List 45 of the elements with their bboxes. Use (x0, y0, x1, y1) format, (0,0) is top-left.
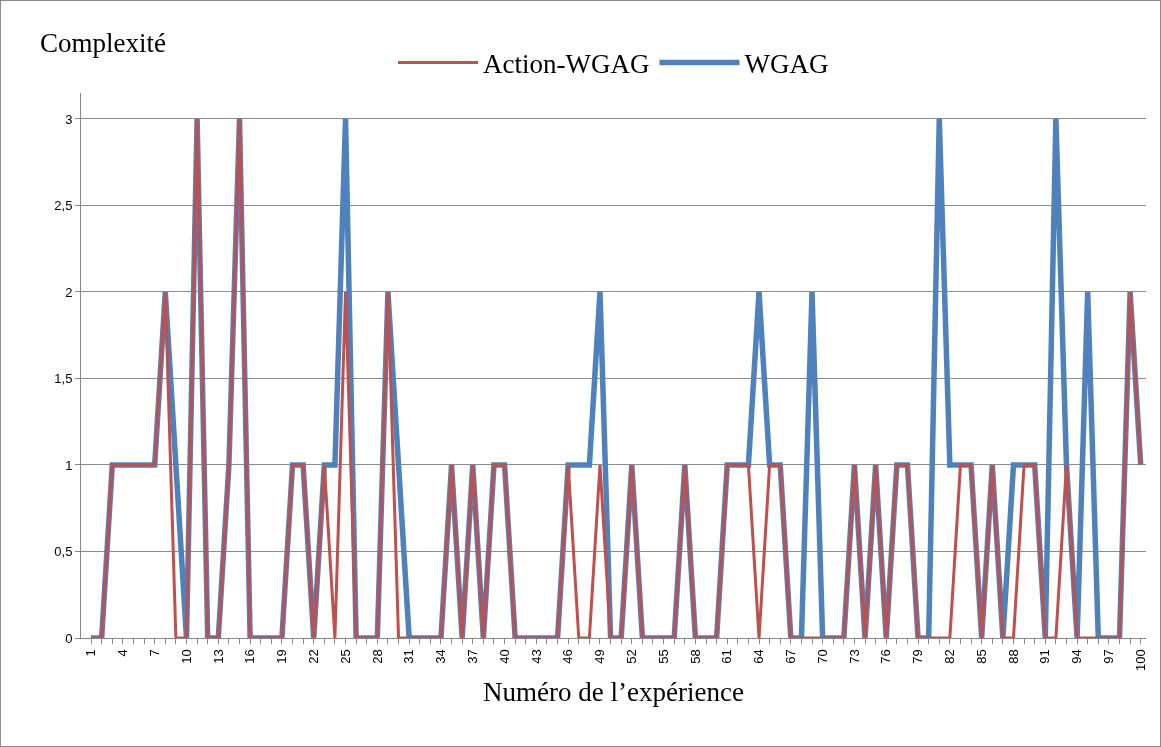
x-tick-label: 76 (878, 649, 894, 664)
x-tick-label: 16 (242, 649, 258, 664)
x-tick-label: 70 (814, 649, 830, 664)
x-tick-label: 7 (146, 649, 162, 657)
x-axis-title: Numéro de l’expérience (483, 677, 744, 708)
x-tick-label: 10 (178, 649, 194, 664)
x-tick-label: 58 (687, 649, 703, 664)
x-tick-label: 79 (910, 649, 926, 664)
x-tick-label: 88 (1005, 649, 1021, 664)
y-tick-label: 2,5 (54, 198, 73, 214)
x-tick-label: 73 (846, 649, 862, 664)
x-tick-label: 34 (433, 649, 449, 664)
y-axis-title: Complexité (40, 28, 166, 58)
x-tick-label: 28 (369, 649, 385, 664)
x-tick-label: 97 (1101, 649, 1117, 664)
y-tick-label: 0 (65, 630, 73, 646)
x-tick-label: 85 (973, 649, 989, 664)
y-tick-label: 3 (65, 111, 73, 127)
x-tick-label: 4 (115, 649, 131, 657)
x-tick-label: 100 (1132, 649, 1148, 671)
y-tick-label: 1,5 (54, 371, 73, 387)
x-tick-label: 25 (337, 649, 353, 664)
x-tick-label: 13 (210, 649, 226, 664)
x-tick-label: 31 (401, 649, 417, 664)
x-tick-label: 55 (655, 649, 671, 664)
y-tick-label: 1 (65, 457, 73, 473)
x-tick-label: 49 (592, 649, 608, 664)
x-tick-label: 67 (783, 649, 799, 664)
y-tick-label: 2 (65, 284, 73, 300)
x-tick-label: 43 (528, 649, 544, 664)
legend-label: Action-WGAG (483, 49, 650, 80)
x-tick-label: 19 (274, 649, 290, 664)
x-tick-label: 46 (560, 649, 576, 664)
x-tick-label: 64 (751, 649, 767, 664)
x-tick-label: 91 (1037, 649, 1053, 664)
x-tick-label: 22 (305, 649, 321, 664)
y-tick-label: 0,5 (54, 544, 73, 560)
x-tick-label: 37 (464, 649, 480, 664)
x-tick-label: 94 (1069, 649, 1085, 664)
legend-label: WGAG (744, 49, 829, 80)
x-tick-label: 40 (496, 649, 512, 664)
x-tick-label: 1 (83, 649, 99, 657)
x-tick-label: 61 (719, 649, 735, 664)
x-tick-label: 82 (942, 649, 958, 664)
x-tick-label: 52 (624, 649, 640, 664)
